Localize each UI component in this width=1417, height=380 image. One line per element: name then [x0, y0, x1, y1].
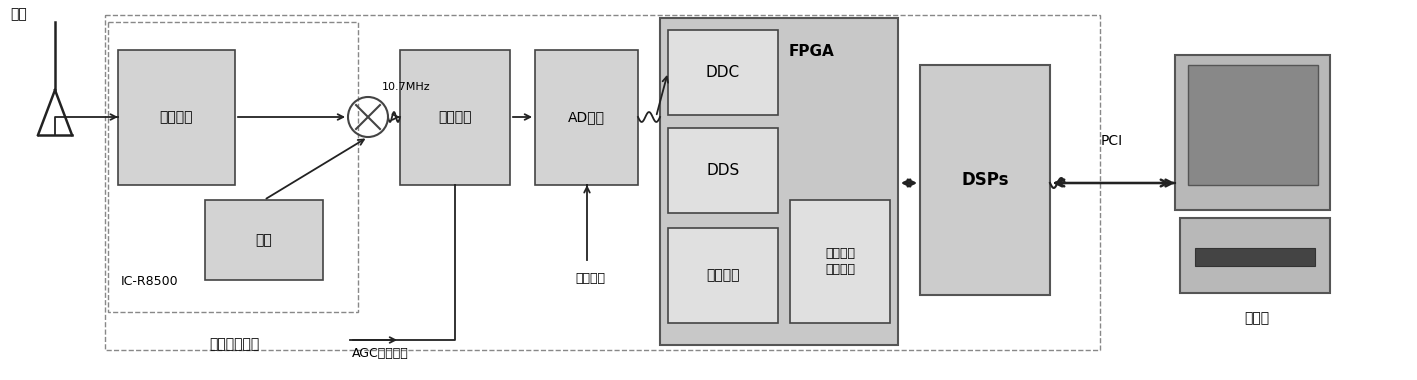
- Text: DDS: DDS: [707, 163, 740, 178]
- Text: 低噪放大: 低噪放大: [160, 111, 193, 125]
- Text: DDC: DDC: [706, 65, 740, 80]
- Text: PCI: PCI: [1101, 134, 1124, 148]
- Text: 计算机: 计算机: [1244, 311, 1270, 325]
- Bar: [667, 30, 778, 115]
- Text: 放大电路: 放大电路: [438, 111, 472, 125]
- Bar: [660, 18, 898, 345]
- Bar: [108, 22, 359, 312]
- Bar: [118, 50, 235, 185]
- Bar: [105, 15, 1100, 350]
- Bar: [1180, 218, 1331, 293]
- Text: 采样时钟: 采样时钟: [575, 272, 605, 285]
- Bar: [667, 228, 778, 323]
- Text: AGC控制电压: AGC控制电压: [351, 347, 408, 360]
- Text: IC-R8500: IC-R8500: [122, 275, 179, 288]
- Bar: [1175, 55, 1331, 210]
- Text: 射频前端接收: 射频前端接收: [208, 337, 259, 351]
- Text: 包络检波: 包络检波: [706, 269, 740, 282]
- Text: 其他信号
处理算法: 其他信号 处理算法: [825, 247, 854, 276]
- Bar: [791, 200, 890, 323]
- Text: 天线: 天线: [10, 7, 27, 21]
- Bar: [400, 50, 510, 185]
- Bar: [1187, 65, 1318, 185]
- Bar: [667, 128, 778, 213]
- Text: 10.7MHz: 10.7MHz: [383, 82, 431, 92]
- Bar: [920, 65, 1050, 295]
- Text: AD采样: AD采样: [568, 111, 605, 125]
- Text: FPGA: FPGA: [789, 44, 835, 60]
- Text: DSPs: DSPs: [961, 171, 1009, 189]
- Bar: [205, 200, 323, 280]
- Text: 本振: 本振: [255, 233, 272, 247]
- Bar: [1195, 248, 1315, 266]
- Bar: [536, 50, 638, 185]
